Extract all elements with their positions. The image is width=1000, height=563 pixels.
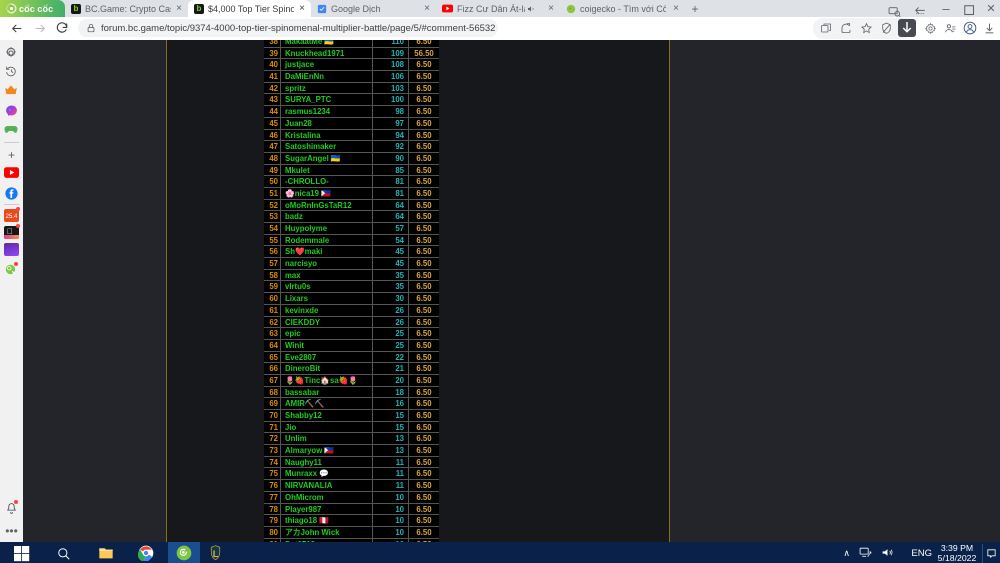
- svg-text:L: L: [213, 549, 219, 559]
